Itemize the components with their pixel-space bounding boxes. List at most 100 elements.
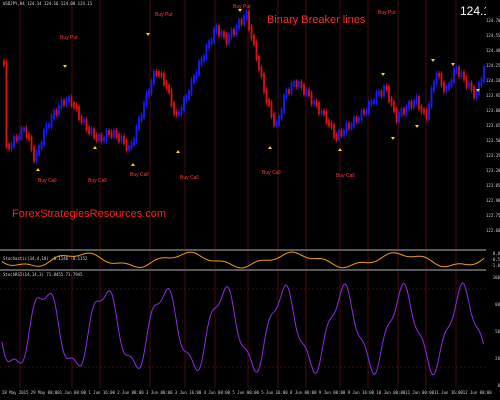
price-bar-body [145, 92, 148, 107]
stochrsi-pane[interactable]: StochRSI(14,14,3) 71.8455 71.7945 [0, 271, 486, 388]
price-bar-body [368, 101, 370, 114]
time-axis[interactable]: 28 May 2015 29 May 08:00 1 Jun 00:00 1 Jun … [0, 388, 500, 400]
price-bar-body [365, 109, 368, 115]
price-bar-body [120, 135, 123, 143]
price-chart-pane[interactable]: USDJPY,H4 124.14 124.16 124.08 124.15 Bi… [0, 0, 486, 249]
price-bar-body [455, 66, 458, 73]
price-bar-body [150, 80, 153, 95]
price-bar-body [245, 11, 248, 20]
stochastic-axis-label: 0.0 [492, 251, 500, 256]
price-bar-body [293, 81, 295, 87]
price-axis-label: 122.60 [486, 228, 500, 233]
price-bar-body [388, 86, 390, 102]
price-bar-body [5, 61, 8, 148]
price-bar-body [420, 105, 423, 113]
price-bar-body [98, 134, 100, 142]
price-bar-body [210, 38, 213, 45]
price-bar-body [193, 75, 195, 83]
signal-arrow-icon [391, 137, 395, 140]
price-bar-body [218, 25, 220, 37]
price-bar-body [155, 70, 158, 76]
price-bar-body [38, 145, 40, 156]
price-bar-body [203, 55, 205, 62]
price-bar-body [200, 57, 203, 65]
call-arrow-icon [338, 148, 342, 151]
price-bar-body [95, 134, 98, 142]
time-axis-label: 11 Jun 00:00 [405, 390, 435, 395]
price-bar-body [85, 118, 88, 131]
watermark-text: ForexStrategiesResources.com [12, 208, 167, 220]
price-bar-body [295, 81, 298, 88]
price-bar-body [275, 121, 278, 127]
price-bar-body [190, 78, 193, 95]
price-bar-body [468, 82, 470, 88]
price-bar-body [240, 19, 243, 25]
price-bar-body [233, 29, 235, 36]
price-axis-label: 124.40 [486, 48, 500, 53]
stochrsi-axis-label: 100 [492, 275, 500, 280]
price-bar-body [303, 84, 305, 95]
stochrsi-axis-label: 80 [495, 302, 500, 307]
stochrsi-title: StochRSI(14,14,3) 71.8455 71.7945 [3, 272, 83, 277]
pane-separator[interactable] [0, 269, 500, 271]
price-bar-body [400, 108, 403, 117]
price-bar-body [390, 97, 393, 106]
price-bar-body [53, 109, 55, 120]
pane-separator[interactable] [0, 249, 500, 251]
price-bar-body [408, 101, 410, 110]
time-axis-label: 9 Jun 00:00 [318, 390, 346, 395]
price-bar-body [153, 70, 155, 85]
price-bar-body [250, 26, 253, 39]
stochastic-pane[interactable] [0, 251, 486, 269]
time-axis-label: 3 Jun 16:00 [174, 390, 202, 395]
price-bar-body [183, 97, 185, 111]
price-bar-body [273, 113, 275, 127]
price-bar-body [363, 109, 365, 115]
call-arrow-icon [36, 168, 40, 171]
stochastic-axis-label: -1.0 [490, 263, 500, 268]
price-axis-label: 123.50 [486, 138, 500, 143]
price-bar-body [340, 130, 343, 137]
buy-call-label: Buy Call [38, 178, 57, 184]
price-bar-body [213, 28, 215, 43]
stochastic-axis-label: -0.5 [490, 257, 500, 262]
price-bar-body [423, 108, 425, 114]
price-bar-body [375, 91, 378, 104]
price-bar-body [300, 81, 303, 89]
stochastic-plot [1, 251, 485, 269]
signal-arrow-icon [476, 89, 480, 92]
price-bar-body [43, 129, 45, 146]
price-bar-body [3, 60, 5, 66]
price-bar-body [23, 127, 25, 132]
price-bar-body [33, 146, 35, 162]
price-bar-body [170, 89, 173, 107]
price-bar-body [380, 90, 383, 97]
price-bar-body [15, 136, 18, 141]
price-axis-label: 124.10 [486, 78, 500, 83]
price-bar-body [358, 117, 360, 123]
price-bar-body [20, 127, 23, 140]
price-bar-body [438, 72, 440, 78]
price-bar-body [148, 90, 150, 97]
price-bar-body [83, 118, 85, 124]
price-bar-body [10, 143, 13, 150]
put-arrow-icon [238, 9, 242, 12]
price-bar-body [93, 128, 95, 139]
stochastic-line [1, 251, 485, 269]
price-bar-body [418, 96, 420, 110]
price-bar-body [65, 98, 68, 106]
time-axis-label: 2 Jun 08:00 [117, 390, 144, 395]
price-bar-body [298, 81, 300, 88]
price-bar-body [265, 88, 268, 104]
price-bar-body [143, 102, 145, 119]
price-axis-label: 124.55 [486, 33, 500, 38]
price-axis-label: 123.05 [486, 183, 500, 188]
price-axis[interactable]: 124.70 124.55 124.40 124.25 124.10 123.95 123.… [486, 0, 500, 249]
time-axis-label: 28 May 2015 [2, 390, 29, 395]
price-bar-body [8, 143, 10, 150]
price-chart [3, 0, 485, 249]
indicator-axis[interactable]: 0.0 -0.5 -1.0 100 80 50 20 0 [486, 249, 500, 388]
price-bar-body [253, 34, 255, 46]
price-bar-body [188, 90, 190, 100]
time-axis-label: 1 Jun 16:00 [88, 390, 115, 395]
